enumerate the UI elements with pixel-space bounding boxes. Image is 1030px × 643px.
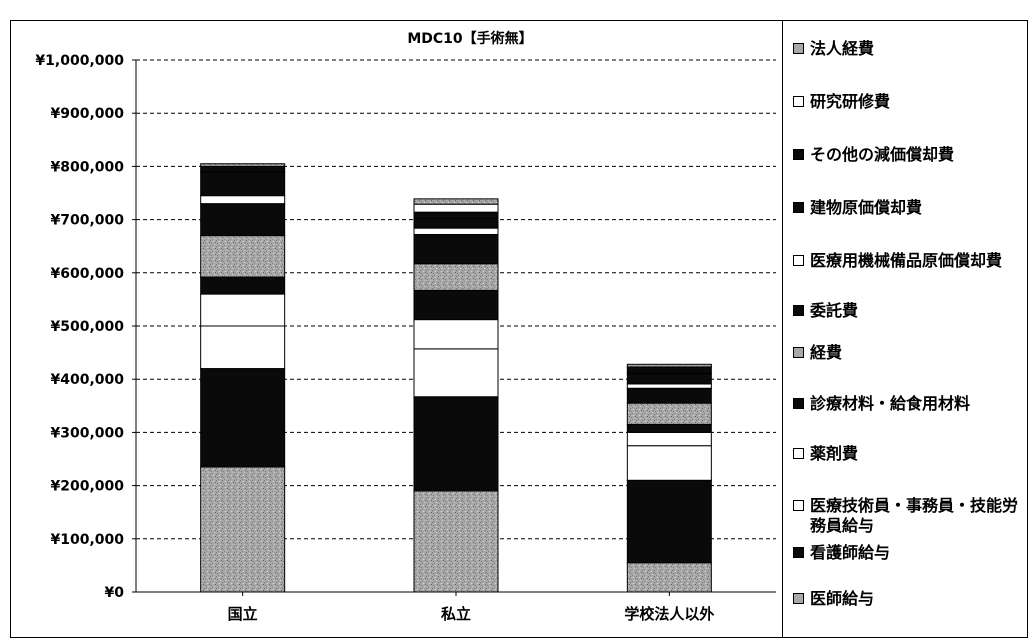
legend-item: 研究研修費 — [793, 92, 1023, 112]
bar-segment — [626, 431, 712, 447]
bar-segment — [200, 195, 286, 205]
y-tick-label: ¥500,000 — [50, 319, 124, 335]
y-tick-label: ¥700,000 — [50, 213, 124, 229]
legend-item: 薬剤費 — [793, 444, 1023, 464]
legend-label: その他の減価償却費 — [810, 145, 955, 164]
bar-segment — [200, 203, 286, 237]
bar-segment — [413, 211, 499, 220]
legend-item: 医師給与 — [793, 589, 1023, 609]
legend-item: 法人経費 — [793, 39, 1023, 59]
y-tick-label: ¥1,000,000 — [35, 53, 124, 69]
y-tick-label: ¥300,000 — [50, 425, 124, 441]
bar-segment — [200, 276, 286, 295]
legend-label: 看護師給与 — [810, 543, 891, 562]
legend-swatch — [793, 398, 804, 409]
bar-segment — [413, 198, 499, 205]
bar-segment — [200, 293, 286, 327]
bar-segment — [626, 479, 712, 564]
y-tick-label: ¥100,000 — [50, 532, 124, 548]
legend-item: 医療技術員・事務員・技能労務員給与 — [793, 496, 1023, 536]
chart-title: MDC10【手術無】 — [407, 30, 532, 47]
legend-item: 診療材料・給食用材料 — [793, 394, 1023, 414]
x-tick-label: 学校法人以外 — [624, 605, 714, 623]
bar-segment — [626, 423, 712, 433]
bar-segment — [626, 387, 712, 404]
legend-swatch — [793, 448, 804, 459]
bar-segment — [626, 402, 712, 425]
chart-plot: MDC10【手術無】 ¥0 ¥100,000 ¥200,000 ¥300,000 ¥40… — [35, 30, 776, 623]
bar-segment — [626, 363, 712, 368]
legend-label: 医師給与 — [810, 589, 875, 608]
y-tick-label: ¥400,000 — [50, 372, 124, 388]
legend-swatch — [793, 347, 804, 358]
legend-label: 医療用機械備品原価償却費 — [810, 251, 1003, 270]
legend-swatch — [793, 96, 804, 107]
legend-swatch — [793, 305, 804, 316]
bar-segment — [413, 319, 499, 350]
legend-label: 建物原価償却費 — [810, 198, 923, 217]
legend-swatch — [793, 500, 804, 511]
bar-segment — [413, 289, 499, 321]
bar-segment — [413, 233, 499, 265]
y-tick-label: ¥600,000 — [50, 266, 124, 282]
bar-segment — [413, 348, 499, 398]
bar-segment — [413, 490, 499, 593]
bar-segment — [200, 325, 286, 370]
legend-item: その他の減価償却費 — [793, 145, 1023, 165]
bar-segment — [413, 227, 499, 235]
legend-swatch — [793, 255, 804, 266]
bar-segment — [413, 203, 499, 213]
x-tick-label: 私立 — [440, 605, 471, 623]
bars — [200, 163, 712, 593]
y-tick-label: ¥900,000 — [50, 106, 124, 122]
bar-segment — [626, 562, 712, 593]
x-tick-labels: 国立 私立 学校法人以外 — [228, 592, 714, 623]
x-tick-label: 国立 — [228, 605, 258, 623]
bar-segment — [413, 396, 499, 492]
legend-label: 経費 — [810, 343, 843, 362]
legend-swatch — [793, 43, 804, 54]
legend-item: 委託費 — [793, 301, 1023, 321]
y-tick-label: ¥0 — [105, 585, 125, 601]
legend-item: 建物原価償却費 — [793, 198, 1023, 218]
y-tick-label: ¥200,000 — [50, 479, 124, 495]
bar-segment — [413, 263, 499, 291]
legend-item: 経費 — [793, 343, 1023, 363]
bar-segment — [413, 218, 499, 229]
bar-segment — [200, 171, 286, 197]
bar-segment — [626, 383, 712, 389]
legend-label: 委託費 — [810, 301, 859, 320]
bar-segment — [200, 466, 286, 593]
bar-segment — [200, 235, 286, 278]
legend-item: 医療用機械備品原価償却費 — [793, 251, 1023, 271]
bar-segment — [626, 366, 712, 374]
bar-segment — [200, 165, 286, 173]
legend-label: 診療材料・給食用材料 — [810, 394, 971, 413]
legend-label: 医療技術員・事務員・技能労務員給与 — [810, 496, 1019, 535]
legend-swatch — [793, 547, 804, 558]
bar-segment — [626, 445, 712, 481]
legend-swatch — [793, 593, 804, 604]
bar-segment — [200, 163, 286, 167]
legend-swatch — [793, 202, 804, 213]
y-tick-labels: ¥0 ¥100,000 ¥200,000 ¥300,000 ¥400,000 ¥500,0… — [35, 53, 136, 601]
legend-label: 研究研修費 — [810, 92, 891, 111]
legend-swatch — [793, 149, 804, 160]
bar-segment — [626, 372, 712, 385]
bar-segment — [200, 368, 286, 468]
legend-label: 法人経費 — [810, 39, 875, 58]
legend-item: 看護師給与 — [793, 543, 1023, 563]
legend: 法人経費研究研修費その他の減価償却費 建物原価償却費医療用機械備品原価償却費 委託費… — [782, 20, 1028, 638]
y-tick-label: ¥800,000 — [50, 159, 124, 175]
legend-label: 薬剤費 — [810, 444, 859, 463]
